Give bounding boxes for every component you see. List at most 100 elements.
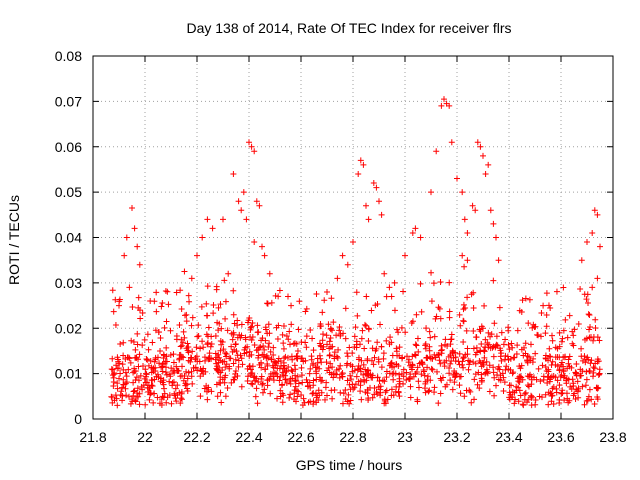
- data-point: [277, 393, 284, 400]
- data-point: [505, 356, 512, 363]
- data-point: [305, 382, 312, 389]
- data-point: [400, 380, 407, 387]
- data-point: [272, 359, 279, 366]
- data-point: [312, 390, 319, 397]
- data-point: [515, 378, 522, 385]
- data-point: [208, 340, 215, 347]
- data-point: [424, 373, 431, 380]
- data-point: [574, 378, 581, 385]
- data-point: [442, 341, 449, 348]
- data-point: [243, 216, 250, 223]
- data-point: [120, 339, 127, 346]
- data-point: [514, 327, 521, 334]
- data-point: [566, 312, 573, 319]
- data-point: [516, 373, 523, 380]
- data-point: [396, 393, 403, 400]
- data-point: [382, 400, 389, 407]
- data-point: [456, 382, 463, 389]
- data-point: [142, 401, 149, 408]
- data-point: [277, 373, 284, 380]
- data-point: [287, 391, 294, 398]
- data-point: [128, 337, 135, 344]
- data-point: [566, 363, 573, 370]
- data-point: [327, 334, 334, 341]
- data-point: [407, 394, 414, 401]
- data-point: [583, 296, 590, 303]
- data-point: [431, 333, 438, 340]
- data-point: [587, 323, 594, 330]
- data-point: [371, 354, 378, 361]
- data-point: [481, 354, 488, 361]
- data-point: [283, 333, 290, 340]
- data-point: [323, 341, 330, 348]
- data-point: [457, 390, 464, 397]
- data-point: [358, 396, 365, 403]
- data-point: [135, 363, 142, 370]
- data-point: [355, 170, 362, 177]
- data-point: [217, 389, 224, 396]
- data-point: [251, 341, 258, 348]
- data-point: [163, 353, 170, 360]
- data-point: [292, 378, 299, 385]
- data-point: [503, 363, 510, 370]
- data-point: [491, 320, 498, 327]
- data-point: [362, 366, 369, 373]
- data-point: [593, 385, 600, 392]
- data-point: [389, 371, 396, 378]
- data-point: [318, 378, 325, 385]
- data-point: [373, 345, 380, 352]
- data-point: [166, 371, 173, 378]
- data-point: [579, 383, 586, 390]
- data-point: [160, 381, 167, 388]
- data-point: [459, 189, 466, 196]
- data-point: [170, 351, 177, 358]
- data-point: [565, 356, 572, 363]
- data-point: [196, 358, 203, 365]
- data-point: [210, 310, 217, 317]
- data-point: [120, 381, 127, 388]
- data-point: [478, 363, 485, 370]
- data-point: [334, 354, 341, 361]
- data-point: [479, 325, 486, 332]
- data-point: [200, 344, 207, 351]
- data-point: [185, 292, 192, 299]
- data-point: [437, 278, 444, 285]
- data-point: [365, 325, 372, 332]
- data-point: [571, 326, 578, 333]
- data-point: [477, 359, 484, 366]
- data-point: [546, 345, 553, 352]
- data-point: [294, 347, 301, 354]
- data-point: [271, 369, 278, 376]
- data-point: [570, 392, 577, 399]
- data-point: [117, 370, 124, 377]
- data-point: [575, 385, 582, 392]
- data-point: [368, 307, 375, 314]
- data-point: [526, 296, 533, 303]
- data-point: [591, 207, 598, 214]
- data-point: [349, 350, 356, 357]
- data-point: [460, 338, 467, 345]
- data-point: [231, 320, 238, 327]
- data-point: [517, 365, 524, 372]
- data-point: [162, 288, 169, 295]
- data-point: [222, 393, 229, 400]
- data-point: [268, 356, 275, 363]
- data-point: [558, 359, 565, 366]
- data-point: [577, 366, 584, 373]
- data-point: [282, 372, 289, 379]
- data-point: [460, 364, 467, 371]
- data-point: [424, 377, 431, 384]
- data-point: [194, 367, 201, 374]
- data-point: [137, 315, 144, 322]
- data-point: [431, 389, 438, 396]
- data-point: [324, 288, 330, 295]
- data-point: [238, 383, 245, 390]
- data-point: [177, 400, 184, 407]
- data-point: [413, 342, 420, 349]
- data-point: [433, 313, 440, 320]
- data-point: [320, 331, 327, 338]
- data-point: [244, 343, 251, 350]
- data-point: [346, 344, 353, 351]
- data-point: [132, 397, 139, 404]
- data-point: [339, 252, 346, 259]
